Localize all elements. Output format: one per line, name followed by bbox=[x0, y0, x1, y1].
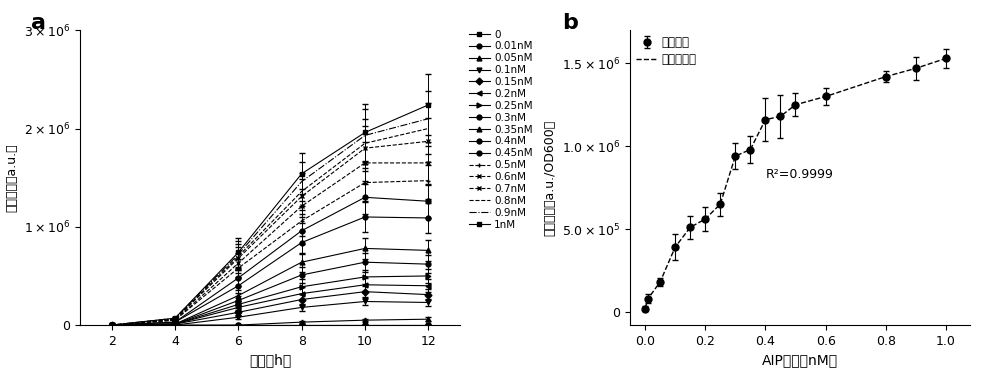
非线性拟合 bbox=[744, 147, 756, 152]
Text: b: b bbox=[562, 12, 578, 33]
非线性拟合 bbox=[639, 306, 651, 311]
非线性拟合 bbox=[669, 245, 681, 249]
非线性拟合 bbox=[699, 217, 711, 222]
非线性拟合 bbox=[654, 280, 666, 284]
非线性拟合 bbox=[759, 118, 771, 122]
Text: R²=0.9999: R²=0.9999 bbox=[766, 168, 834, 181]
非线性拟合 bbox=[880, 74, 892, 79]
非线性拟合 bbox=[820, 94, 832, 99]
X-axis label: 时间（h）: 时间（h） bbox=[249, 353, 291, 367]
X-axis label: AIP浓度（nM）: AIP浓度（nM） bbox=[762, 353, 838, 367]
非线性拟合 bbox=[684, 225, 696, 229]
Legend: 0, 0.01nM, 0.05nM, 0.1nM, 0.15nM, 0.2nM, 0.25nM, 0.3nM, 0.35nM, 0.4nM, 0.45nM, 0: 0, 0.01nM, 0.05nM, 0.1nM, 0.15nM, 0.2nM,… bbox=[469, 29, 533, 229]
Y-axis label: 荧光强度（a.u.）: 荧光强度（a.u.） bbox=[5, 143, 18, 212]
非线性拟合 bbox=[774, 114, 786, 119]
非线性拟合 bbox=[642, 296, 654, 301]
非线性拟合 bbox=[940, 56, 952, 60]
非线性拟合 bbox=[910, 66, 922, 71]
Line: 非线性拟合: 非线性拟合 bbox=[645, 58, 946, 308]
Text: a: a bbox=[31, 12, 46, 33]
Y-axis label: 荧光强度（a.u./OD600）: 荧光强度（a.u./OD600） bbox=[543, 119, 556, 236]
非线性拟合 bbox=[729, 154, 741, 158]
Legend: 荧光强度, 非线性拟合: 荧光强度, 非线性拟合 bbox=[636, 36, 697, 66]
非线性拟合 bbox=[714, 202, 726, 206]
非线性拟合 bbox=[789, 102, 801, 107]
